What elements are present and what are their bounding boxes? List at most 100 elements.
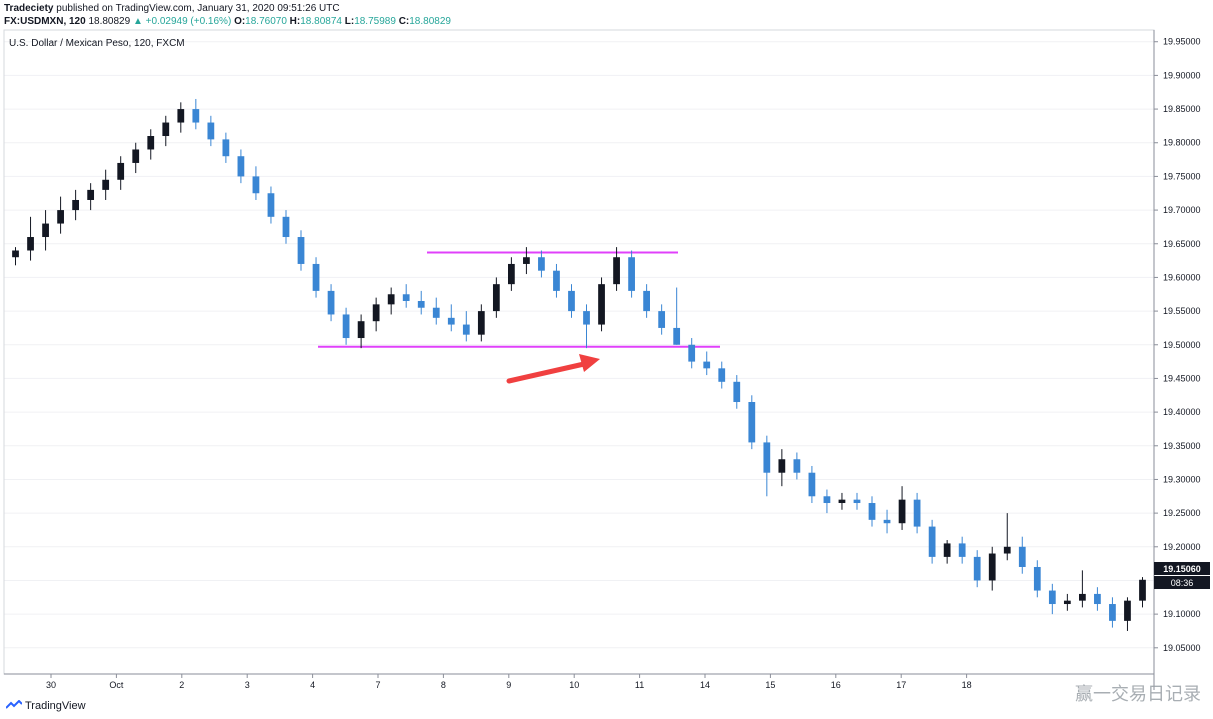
candle-body xyxy=(117,162,125,180)
candle-body xyxy=(988,553,996,581)
y-tick-label: 19.45000 xyxy=(1163,373,1201,383)
y-tick-label: 19.90000 xyxy=(1163,70,1201,80)
candle-body xyxy=(598,284,605,325)
candle-body xyxy=(943,543,951,557)
candle-body xyxy=(147,136,155,150)
last-price-tag: 19.15060 08:36 xyxy=(1154,562,1210,589)
candle xyxy=(1033,560,1041,598)
candle-body xyxy=(898,499,906,524)
y-tick-label: 19.50000 xyxy=(1163,340,1201,350)
candle xyxy=(598,277,605,332)
candle-body xyxy=(778,459,786,473)
x-tick-label: 18 xyxy=(962,680,972,690)
candle xyxy=(117,156,125,190)
candle xyxy=(778,449,786,487)
candle xyxy=(1124,597,1131,631)
candle xyxy=(688,338,696,369)
candle-body xyxy=(432,307,440,318)
candle-body xyxy=(282,216,290,238)
candle-body xyxy=(327,290,335,315)
candle-body xyxy=(297,237,305,264)
candle-body xyxy=(568,290,575,312)
arrow-shaft[interactable] xyxy=(506,361,587,384)
candle xyxy=(102,169,110,200)
arrow-head[interactable] xyxy=(579,354,600,372)
candle-body xyxy=(1018,546,1026,567)
candle-body xyxy=(27,237,34,251)
price-axis-ticks: 19.95000 19.90000 19.85000 19.80000 19.75000… xyxy=(1154,37,1201,653)
candle xyxy=(703,351,711,376)
candle xyxy=(943,540,951,564)
candle xyxy=(12,247,19,266)
candle xyxy=(523,247,530,275)
author-name[interactable]: Tradeciety xyxy=(4,3,54,14)
last-price-tag-text: 19.15060 xyxy=(1163,564,1201,574)
candle xyxy=(553,263,560,298)
x-tick-label: 17 xyxy=(896,680,906,690)
y-tick-label: 19.85000 xyxy=(1163,104,1201,114)
candle-body xyxy=(838,499,846,504)
candle-body xyxy=(883,519,891,524)
candle-body xyxy=(222,139,230,157)
candle xyxy=(883,509,891,534)
x-tick-label: 30 xyxy=(46,680,56,690)
candle-body xyxy=(87,189,95,200)
x-tick-label: 14 xyxy=(700,680,710,690)
candle xyxy=(853,492,861,510)
candle-body xyxy=(42,223,49,238)
candle xyxy=(628,250,635,298)
candle xyxy=(222,132,230,163)
x-tick-label: 8 xyxy=(441,680,446,690)
close-label: C: xyxy=(398,16,410,27)
candle-body xyxy=(1033,566,1041,591)
candle xyxy=(763,435,771,497)
y-tick-label: 19.40000 xyxy=(1163,407,1201,417)
candle-body xyxy=(553,270,560,291)
candle-body xyxy=(1109,604,1116,621)
candle xyxy=(282,210,290,244)
candle-body xyxy=(252,176,260,194)
tradingview-logo[interactable]: TradingView xyxy=(6,700,86,712)
candle xyxy=(342,307,350,345)
open-label: O: xyxy=(234,16,246,27)
candle-body xyxy=(492,284,500,312)
x-tick-label: 3 xyxy=(245,680,250,690)
candle-body xyxy=(868,503,876,520)
x-tick-label: 10 xyxy=(569,680,579,690)
candle xyxy=(1063,593,1071,611)
price-change: +0.02949 (+0.16%) xyxy=(145,16,232,27)
candle-body xyxy=(613,257,620,285)
x-tick-label: 4 xyxy=(310,680,315,690)
y-tick-label: 19.55000 xyxy=(1163,306,1201,316)
y-tick-label: 19.25000 xyxy=(1163,508,1201,518)
y-tick-label: 19.10000 xyxy=(1163,609,1201,619)
low-value: 18.75989 xyxy=(354,16,396,27)
candle xyxy=(973,550,981,588)
candle xyxy=(1079,570,1086,608)
candle-body xyxy=(763,442,771,473)
candle xyxy=(838,492,846,510)
candle xyxy=(87,183,95,211)
candlestick-chart[interactable]: 19.95000 19.90000 19.85000 19.80000 19.75000… xyxy=(0,0,1213,697)
x-tick-label: 16 xyxy=(831,680,841,690)
candle-body xyxy=(628,257,635,291)
candle-body xyxy=(1124,600,1131,621)
candle xyxy=(1048,583,1056,615)
candle xyxy=(898,486,906,530)
candle xyxy=(823,489,831,514)
candle xyxy=(357,314,365,349)
candle xyxy=(237,149,245,184)
candle-body xyxy=(823,496,831,504)
candle xyxy=(72,189,79,221)
candle-body xyxy=(1079,593,1086,601)
candle xyxy=(372,297,380,332)
candle-body xyxy=(583,311,590,325)
candle-body xyxy=(688,344,696,362)
x-tick-label: 2 xyxy=(179,680,184,690)
candle-body xyxy=(477,311,485,335)
candle xyxy=(718,361,726,389)
candle xyxy=(613,247,620,291)
candle-body xyxy=(57,210,64,224)
candle-body xyxy=(673,327,681,345)
candle xyxy=(673,287,681,345)
